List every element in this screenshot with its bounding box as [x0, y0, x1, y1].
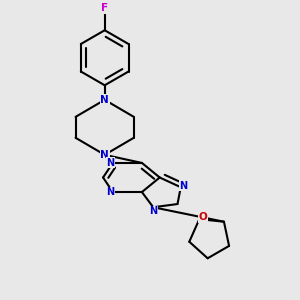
Text: N: N	[106, 187, 114, 197]
Text: N: N	[100, 150, 109, 160]
Text: N: N	[179, 181, 188, 190]
Text: N: N	[149, 206, 157, 216]
Text: F: F	[101, 3, 108, 13]
Text: O: O	[199, 212, 208, 222]
Text: N: N	[106, 158, 114, 168]
Text: N: N	[100, 95, 109, 105]
